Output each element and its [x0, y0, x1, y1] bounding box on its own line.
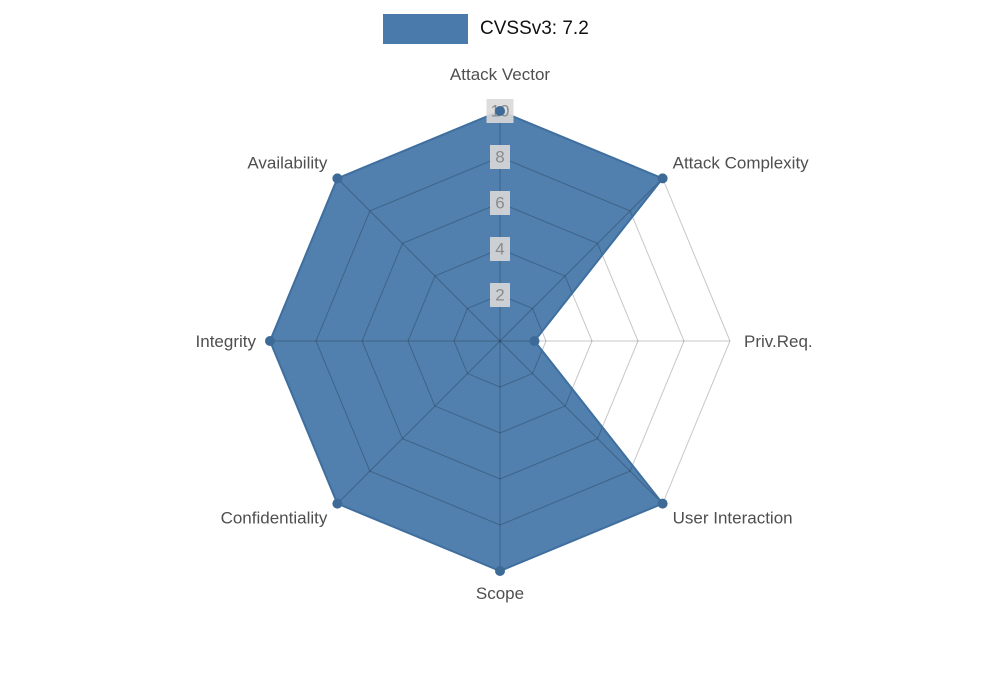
radar-spoke	[499, 340, 663, 504]
axis-label: Availability	[247, 153, 328, 172]
axis-label: Integrity	[196, 332, 257, 351]
radar-grid-ring	[453, 294, 547, 388]
axis-label: Confidentiality	[221, 509, 328, 528]
tick-label-bg	[490, 191, 510, 215]
radar-grid-ring	[361, 202, 639, 480]
axis-label: Priv.Req.	[744, 332, 813, 351]
tick-label-bg	[490, 237, 510, 261]
vertex-marker	[332, 498, 343, 509]
legend: CVSSv3: 7.2	[383, 14, 589, 44]
radar-spoke	[337, 178, 501, 342]
vertex-marker	[657, 173, 668, 184]
axis-label: Scope	[476, 584, 524, 603]
tick-label: 2	[495, 286, 504, 305]
tick-label: 6	[495, 194, 504, 213]
vertex-marker	[265, 336, 275, 346]
tick-label: 4	[495, 240, 504, 259]
tick-label: 8	[495, 148, 504, 167]
axis-label: Attack Complexity	[673, 153, 810, 172]
legend-label: CVSSv3: 7.2	[480, 18, 589, 39]
tick-label-bg	[490, 283, 510, 307]
radar-fill	[270, 111, 663, 571]
vertex-marker	[495, 106, 505, 116]
legend-swatch	[383, 14, 468, 44]
radar-spoke	[337, 340, 501, 504]
radar-grid-ring	[407, 248, 593, 434]
vertex-marker	[529, 336, 540, 346]
axis-label: User Interaction	[673, 509, 793, 528]
radar-spoke	[499, 178, 663, 342]
radar-grid-ring	[315, 156, 685, 526]
tick-label-bg	[490, 145, 510, 169]
axis-label: Attack Vector	[450, 65, 550, 84]
vertex-marker	[332, 173, 343, 184]
vertex-marker	[495, 566, 505, 576]
vertex-marker	[657, 498, 668, 509]
